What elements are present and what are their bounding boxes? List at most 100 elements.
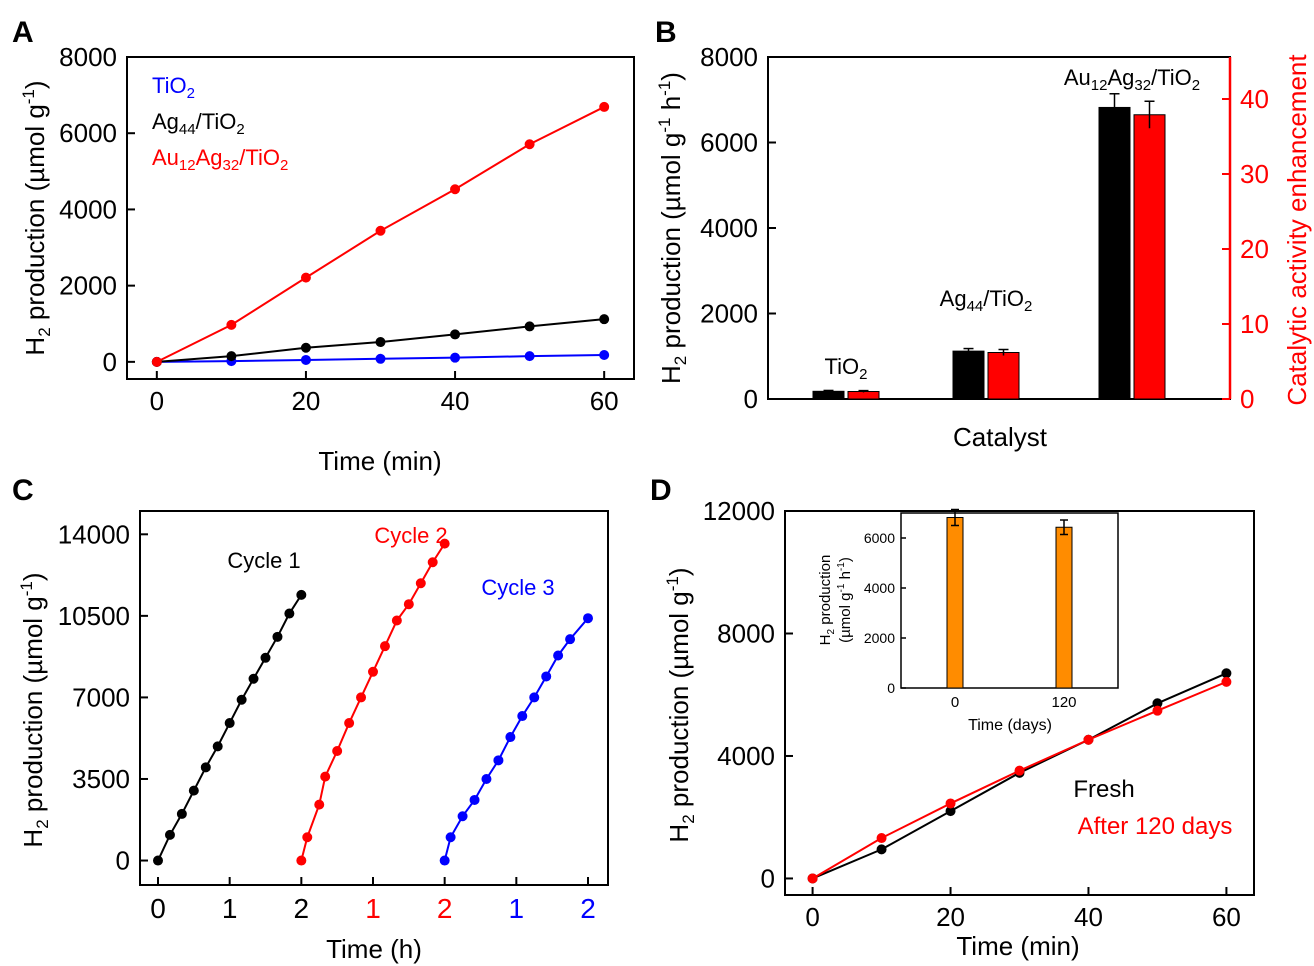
- panel-c-ylabel: H2 production (µmol g-1): [17, 572, 52, 847]
- y-right-tick-label: 0: [1240, 384, 1254, 414]
- panel-d-letter: D: [650, 474, 672, 507]
- panel-a-series: [151, 101, 610, 367]
- data-point: [529, 692, 540, 703]
- category-label-tio2: TiO2: [825, 354, 868, 383]
- y-right-tick-label: 20: [1240, 234, 1269, 264]
- x-tick-label: 1: [509, 893, 525, 924]
- panel-b-xlabel: Catalyst: [953, 422, 1048, 452]
- category-label-au12ag32-tio2: Au12Ag32/TiO2: [1064, 65, 1200, 94]
- data-point: [450, 329, 461, 340]
- legend-tio2: TiO2: [152, 73, 195, 102]
- inset-y-tick-label: 2000: [864, 630, 895, 646]
- x-tick-label: 20: [291, 386, 320, 416]
- data-point: [153, 855, 163, 866]
- data-point: [200, 762, 211, 773]
- panel-d-series: [807, 668, 1232, 884]
- panel-c-ticks: 0 3500 7000 10500 14000 0 1 2 1 2 1 2: [58, 519, 596, 924]
- data-point: [553, 650, 564, 661]
- data-point: [403, 599, 414, 610]
- panel-c-series: [153, 538, 593, 866]
- data-point: [176, 808, 187, 819]
- y-tick-label: 0: [103, 347, 117, 377]
- x-tick-label: 1: [222, 893, 238, 924]
- series-line: [300, 543, 446, 861]
- x-tick-label: 20: [936, 902, 965, 932]
- series-line: [443, 617, 589, 861]
- y-tick-label: 10500: [58, 601, 130, 631]
- data-point: [599, 101, 610, 112]
- inset-ylabel-line2: (µmol g-1 h-1): [836, 557, 854, 643]
- x-tick-label: 2: [437, 893, 453, 924]
- data-point: [375, 337, 386, 348]
- data-point: [945, 798, 956, 809]
- data-point: [517, 711, 528, 722]
- panel-b-bars: [812, 93, 1166, 400]
- data-point: [375, 225, 386, 236]
- data-point: [164, 829, 175, 840]
- panel-c: C 0 3500 7000 10500 14000 0 1 2 1 2 1 2 Cycle 1 Cyc…: [12, 474, 609, 964]
- data-point: [226, 351, 237, 362]
- bar: [1133, 114, 1166, 400]
- data-point: [599, 314, 610, 325]
- data-point: [151, 356, 162, 367]
- y-tick-label: 7000: [72, 682, 130, 712]
- inset-bar: [946, 517, 964, 689]
- data-point: [450, 184, 461, 195]
- inset-ylabel-line1: H2 production: [817, 555, 837, 646]
- y-tick-label: 0: [744, 384, 758, 414]
- data-point: [876, 844, 887, 855]
- inset-bars: 0 2000 4000 6000 0 120: [864, 508, 1077, 711]
- data-point: [565, 634, 576, 645]
- panel-c-letter: C: [12, 474, 34, 507]
- legend-au12ag32-tio2: Au12Ag32/TiO2: [152, 145, 288, 174]
- panel-b-ylabel-right: Catalytic activity enhancement: [1282, 54, 1312, 406]
- category-label-ag44-tio2: Ag44/TiO2: [940, 286, 1033, 315]
- panel-c-xlabel: Time (h): [326, 934, 422, 964]
- data-point: [876, 833, 887, 844]
- panel-d-ylabel: H2 production (µmol g-1): [663, 567, 698, 842]
- x-tick-label: 0: [150, 386, 164, 416]
- bar: [1098, 106, 1131, 400]
- cycle-1-label: Cycle 1: [227, 548, 300, 573]
- data-point: [188, 785, 199, 796]
- legend-fresh: Fresh: [1073, 776, 1134, 803]
- panel-b: B 0 2000 4000 6000 8000 0 10 20 30 40 TiO2 Ag44/T…: [655, 16, 1312, 452]
- data-point: [296, 855, 307, 866]
- data-point: [300, 272, 311, 283]
- x-tick-label: 40: [1074, 902, 1103, 932]
- y-tick-label: 4000: [59, 194, 117, 224]
- data-point: [296, 589, 307, 600]
- data-point: [481, 773, 492, 784]
- x-tick-label: 2: [580, 893, 596, 924]
- series-line: [812, 680, 1227, 880]
- data-point: [524, 351, 535, 362]
- panel-a: A 0 2000 4000 6000 8000 0 20 40 60 Time (min) H2…: [12, 16, 635, 476]
- inset-y-tick-label: 6000: [864, 530, 895, 546]
- data-point: [1083, 734, 1094, 745]
- x-tick-label: 2: [294, 893, 310, 924]
- data-point: [807, 873, 818, 884]
- data-point: [344, 718, 355, 729]
- data-point: [356, 692, 367, 703]
- data-point: [375, 353, 386, 364]
- data-point: [583, 613, 593, 624]
- panel-a-frame: [126, 56, 635, 380]
- data-point: [260, 652, 271, 663]
- data-point: [493, 755, 504, 766]
- data-point: [1014, 765, 1025, 776]
- data-point: [300, 342, 311, 353]
- data-point: [391, 615, 402, 626]
- y-tick-label: 4000: [717, 741, 775, 771]
- panel-d-inset: 0 2000 4000 6000 0 120 Time (days) H2 product…: [817, 508, 1119, 734]
- y-tick-label: 2000: [700, 299, 758, 329]
- data-point: [524, 139, 535, 150]
- data-point: [320, 771, 331, 782]
- data-point: [541, 671, 552, 682]
- data-point: [248, 673, 259, 684]
- bar: [952, 350, 985, 400]
- data-point: [457, 811, 468, 822]
- data-point: [236, 694, 247, 705]
- y-tick-label: 6000: [700, 128, 758, 158]
